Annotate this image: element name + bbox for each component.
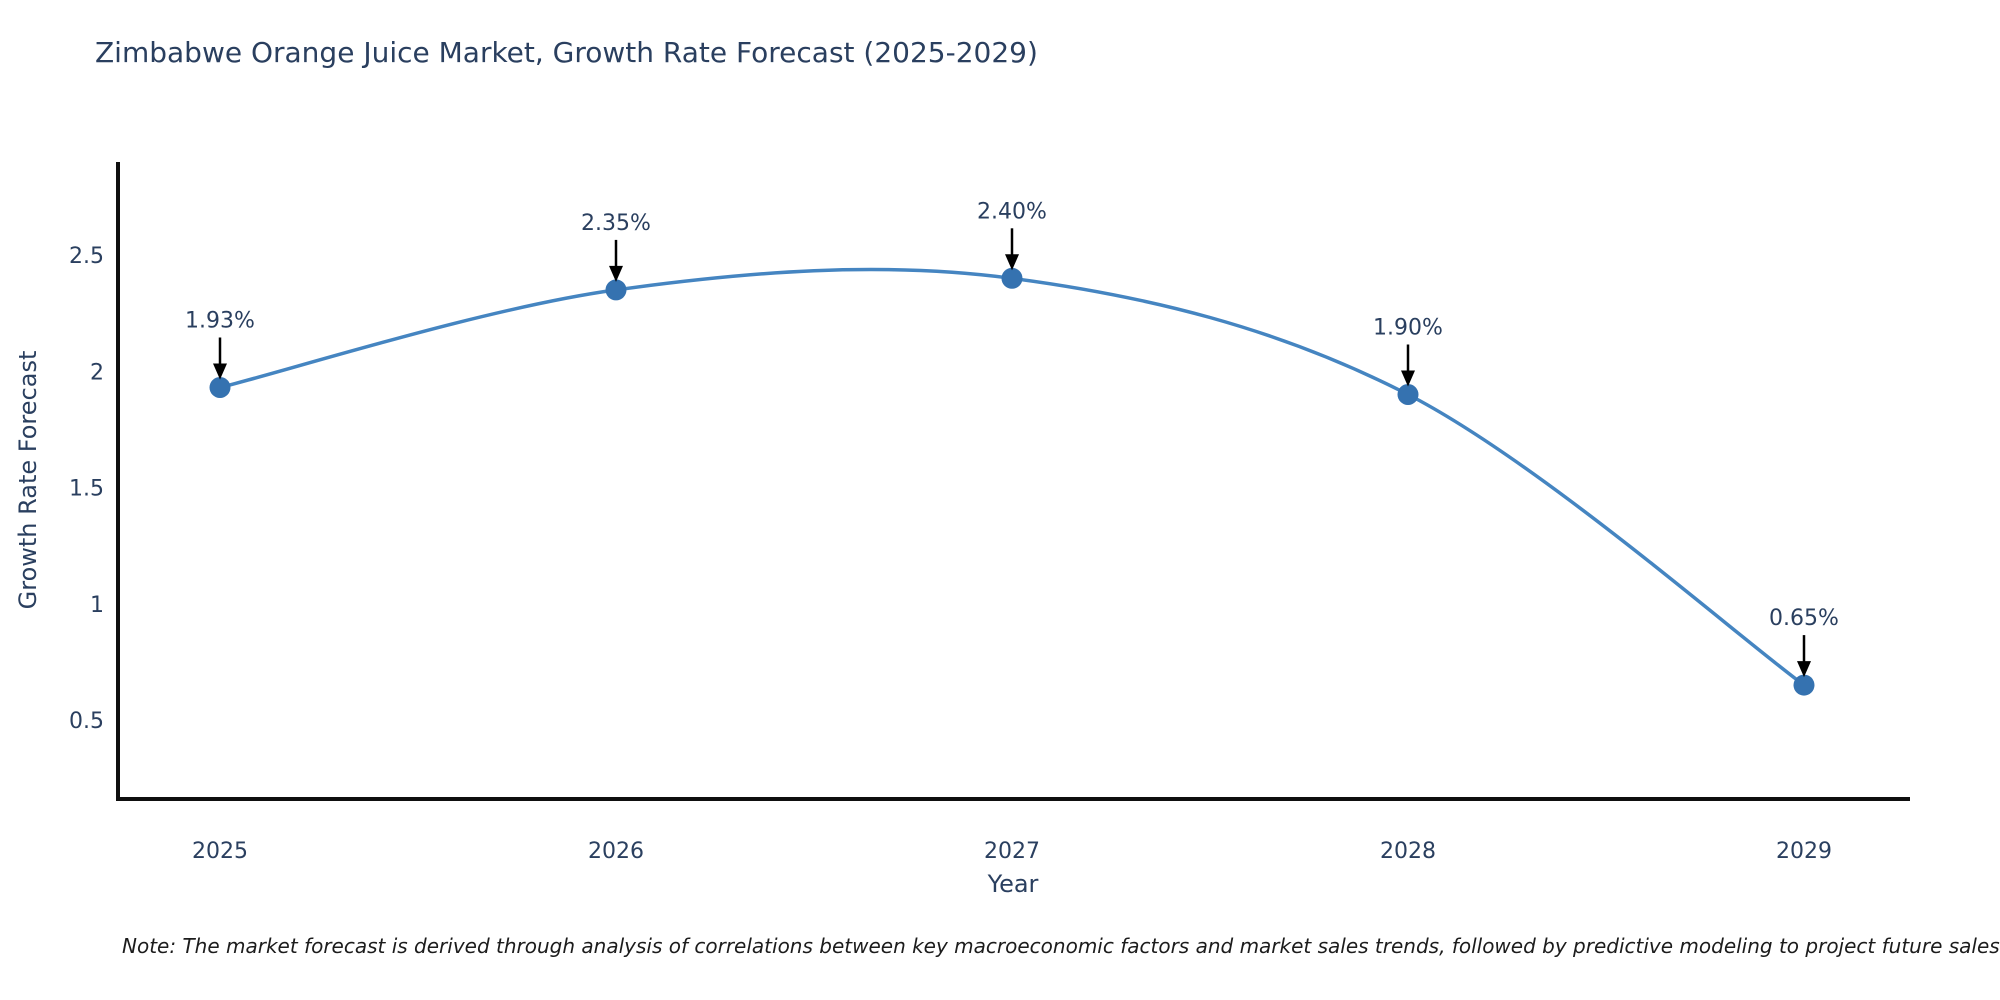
x-tick-label: 2025	[192, 839, 248, 864]
x-tick-label: 2029	[1776, 839, 1832, 864]
y-tick-label: 1.5	[69, 477, 104, 502]
data-point-label: 2.40%	[977, 199, 1047, 224]
y-tick-label: 2.5	[69, 244, 104, 269]
x-axis-title: Year	[987, 870, 1039, 898]
footnote: Note: The market forecast is derived thr…	[122, 934, 2000, 958]
annotation-arrowhead	[213, 363, 227, 380]
data-point-marker	[1397, 384, 1419, 405]
data-point-label: 0.65%	[1769, 606, 1839, 631]
y-tick-label: 0.5	[69, 709, 104, 734]
annotation-arrowhead	[1797, 661, 1811, 678]
data-point-label: 1.90%	[1373, 316, 1443, 341]
forecast-line	[218, 267, 1806, 687]
annotation-arrowhead	[1005, 254, 1019, 271]
y-tick-label: 2	[90, 360, 104, 385]
annotation-arrowhead	[609, 265, 623, 282]
x-tick-label: 2026	[588, 839, 644, 864]
y-axis-title: Growth Rate Forecast	[14, 350, 42, 610]
y-tick-label: 1	[90, 593, 104, 618]
axis-spines	[116, 162, 1910, 801]
data-point-marker	[605, 279, 627, 301]
chart-title: Zimbabwe Orange Juice Market, Growth Rat…	[95, 36, 1038, 69]
data-point-marker	[1001, 267, 1023, 289]
data-point-marker	[209, 377, 231, 398]
annotation-arrowhead	[1401, 370, 1415, 387]
data-point-label: 1.93%	[185, 309, 255, 334]
x-tick-label: 2028	[1380, 839, 1436, 864]
data-point-label: 2.35%	[581, 211, 651, 236]
x-tick-label: 2027	[984, 839, 1040, 864]
data-point-marker	[1793, 674, 1815, 696]
